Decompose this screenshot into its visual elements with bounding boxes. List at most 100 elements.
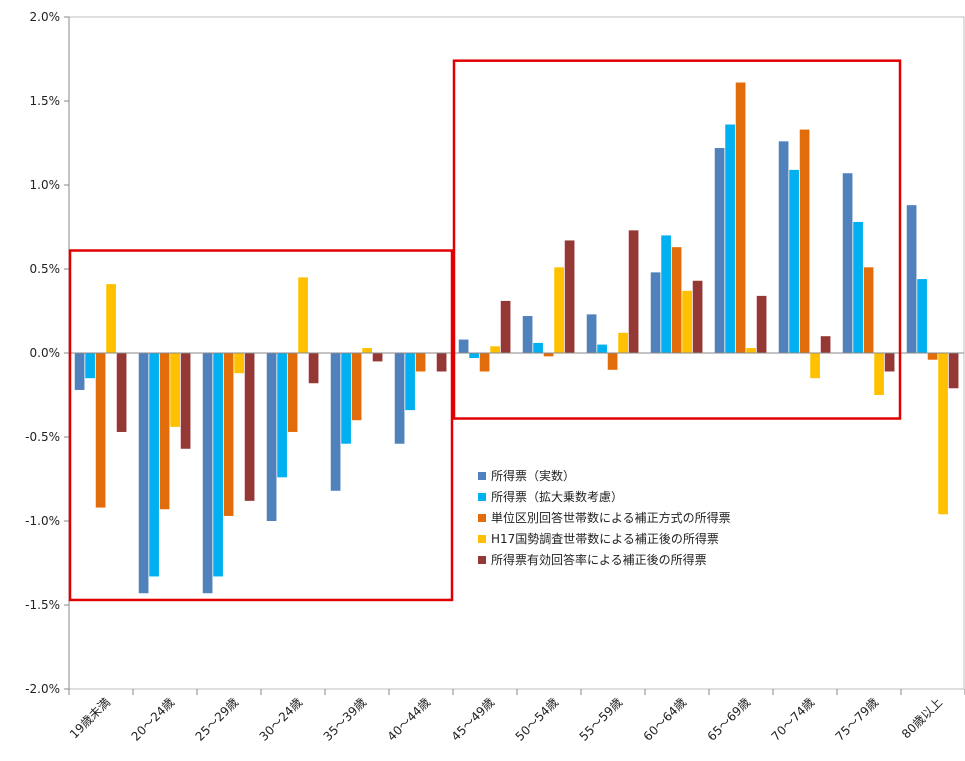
bar-s1-c7 — [458, 339, 469, 353]
bar-s2-c5 — [341, 353, 351, 444]
bar-s1-c5 — [330, 353, 341, 491]
legend-swatch-5 — [478, 556, 486, 564]
y-tick-label: -2.0% — [25, 682, 60, 696]
x-tick-label: 55～59歳 — [577, 695, 625, 743]
bar-s1-c8 — [522, 316, 533, 353]
bar-s1-c4 — [266, 353, 277, 521]
bar-s2-c9 — [597, 344, 607, 353]
y-tick-label: -1.0% — [25, 514, 60, 528]
bar-s2-c11 — [725, 124, 735, 354]
bar-s5-c5 — [372, 353, 383, 362]
bar-s2-c3 — [213, 353, 223, 577]
bar-s4-c11 — [746, 347, 756, 353]
bar-s3-c6 — [415, 353, 426, 372]
bar-s3-c8 — [543, 353, 554, 357]
legend-swatch-1 — [478, 472, 486, 480]
bar-s5-c8 — [564, 240, 575, 353]
bar-s3-c3 — [223, 353, 234, 516]
x-tick-label: 60～64歳 — [641, 695, 689, 743]
bar-s1-c9 — [586, 314, 597, 353]
y-tick-label: 1.5% — [30, 94, 61, 108]
bar-s5-c12 — [820, 336, 831, 353]
x-tick-label: 80歳以上 — [899, 695, 945, 741]
bar-s1-c11 — [714, 148, 725, 353]
bar-s2-c8 — [533, 342, 543, 353]
x-tick-label: 30～24歳 — [257, 695, 305, 743]
bar-s1-c3 — [202, 353, 213, 594]
bar-s5-c10 — [692, 280, 703, 353]
bar-s3-c14 — [927, 353, 938, 360]
bar-s5-c2 — [180, 353, 191, 449]
bar-s5-c13 — [884, 353, 895, 372]
bar-s3-c11 — [735, 82, 746, 354]
bar-s5-c14 — [948, 353, 959, 389]
y-tick-label: -1.5% — [25, 598, 60, 612]
bar-s1-c10 — [650, 272, 661, 353]
bar-s1-c13 — [842, 173, 853, 353]
bar-s5-c11 — [756, 295, 767, 353]
bar-s4-c4 — [298, 277, 308, 353]
x-tick-label: 35～39歳 — [321, 695, 369, 743]
x-tick-label: 50～54歳 — [513, 695, 561, 743]
bar-s4-c14 — [938, 353, 948, 515]
y-tick-label: 1.0% — [30, 178, 61, 192]
bar-s2-c10 — [661, 235, 671, 353]
bar-s1-c12 — [778, 141, 789, 353]
x-tick-label: 65～69歳 — [705, 695, 753, 743]
bar-s3-c4 — [287, 353, 298, 432]
bar-s2-c2 — [149, 353, 159, 577]
legend-swatch-4 — [478, 535, 486, 543]
bar-s4-c1 — [106, 284, 116, 353]
bar-s3-c13 — [863, 267, 874, 353]
bar-s4-c2 — [170, 353, 180, 427]
bar-s3-c9 — [607, 353, 618, 370]
bar-s3-c7 — [479, 353, 490, 372]
bar-s4-c5 — [362, 347, 372, 353]
bar-s4-c7 — [490, 346, 500, 353]
bar-s2-c7 — [469, 353, 479, 359]
bar-s5-c3 — [244, 353, 255, 501]
x-tick-label: 25～29歳 — [193, 695, 241, 743]
legend-label-2: 所得票（拡大乗数考慮） — [491, 489, 623, 504]
legend-label-1: 所得票（実数） — [491, 468, 575, 483]
bar-s4-c12 — [810, 353, 820, 379]
bar-s2-c4 — [277, 353, 287, 478]
x-tick-label: 40～44歳 — [385, 695, 433, 743]
bar-s2-c6 — [405, 353, 415, 411]
bar-s3-c1 — [95, 353, 106, 508]
bar-s4-c8 — [554, 267, 564, 353]
bar-s5-c4 — [308, 353, 319, 384]
bar-s4-c9 — [618, 332, 628, 353]
bar-s2-c1 — [85, 353, 95, 379]
bar-s1-c14 — [906, 205, 917, 353]
highlight-box-2 — [452, 59, 902, 420]
x-tick-label: 20～24歳 — [129, 695, 177, 743]
legend-swatch-3 — [478, 514, 486, 522]
legend-label-4: H17国勢調査世帯数による補正後の所得票 — [491, 531, 719, 546]
bar-s2-c13 — [853, 221, 863, 353]
bar-s5-c6 — [436, 353, 447, 372]
x-tick-label: 70～74歳 — [769, 695, 817, 743]
legend-label-3: 単位区別回答世帯数による補正方式の所得票 — [491, 510, 731, 525]
bar-s2-c12 — [789, 169, 799, 353]
legend-swatch-2 — [478, 493, 486, 501]
bar-s4-c13 — [874, 353, 884, 395]
highlight-box-1 — [68, 249, 454, 602]
bar-s5-c7 — [500, 300, 511, 353]
bar-s1-c1 — [74, 353, 85, 390]
y-tick-label: 2.0% — [30, 10, 61, 24]
bar-s5-c1 — [116, 353, 127, 432]
bar-s4-c3 — [234, 353, 244, 374]
bar-s3-c10 — [671, 247, 682, 353]
bar-s5-c9 — [628, 230, 639, 353]
x-tick-label: 19歳未満 — [67, 695, 113, 741]
y-tick-label: 0.5% — [30, 262, 61, 276]
bar-s1-c6 — [394, 353, 405, 444]
bar-s1-c2 — [138, 353, 149, 594]
x-tick-label: 75～79歳 — [833, 695, 881, 743]
x-tick-label: 45～49歳 — [449, 695, 497, 743]
legend-label-5: 所得票有効回答率による補正後の所得票 — [491, 552, 707, 567]
bar-s4-c10 — [682, 290, 692, 353]
